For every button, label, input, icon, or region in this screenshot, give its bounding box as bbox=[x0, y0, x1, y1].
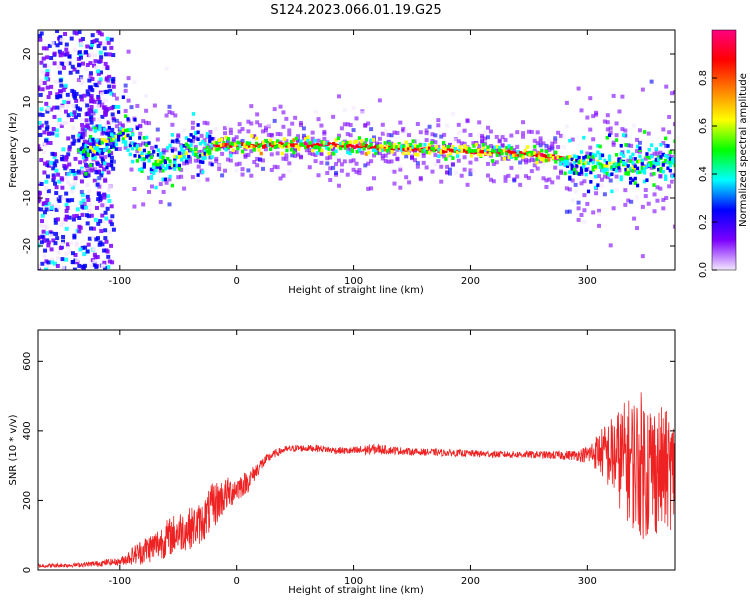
colorbar-tick-label: 0.4 bbox=[698, 166, 709, 182]
snr-marks bbox=[38, 392, 675, 569]
spectrogram-x-tick-label: 300 bbox=[578, 276, 597, 287]
colorbar-label: Normalized spectral amplitude bbox=[738, 73, 749, 227]
snr-x-tick-label: -100 bbox=[108, 576, 131, 587]
spectrogram-y-axis-label: Frequency (Hz) bbox=[8, 112, 19, 188]
spectrogram-x-tick-label: 200 bbox=[461, 276, 480, 287]
snr-x-axis-label: Height of straight line (km) bbox=[288, 585, 424, 596]
colorbar-tick-label: 0.2 bbox=[698, 214, 709, 230]
snr-y-tick-label: 0 bbox=[22, 567, 33, 573]
snr-x-tick-label: 0 bbox=[234, 576, 240, 587]
snr-x-tick-label: 300 bbox=[578, 576, 597, 587]
spectrogram-x-axis-label: Height of straight line (km) bbox=[288, 285, 424, 296]
colorbar-tick-label: 0.0 bbox=[698, 262, 709, 278]
snr-y-tick-label: 400 bbox=[22, 421, 33, 440]
spectrogram-y-tick-label: 20 bbox=[22, 48, 33, 61]
spectrogram-y-tick-label: 10 bbox=[22, 96, 33, 109]
colorbar-tick-label: 0.8 bbox=[698, 70, 709, 86]
spectrogram-y-tick-label: -10 bbox=[22, 190, 33, 206]
spectrogram-x-tick-label: -100 bbox=[108, 276, 131, 287]
colorbar-ticks: 0.0 0.2 0.4 0.6 0.8 bbox=[698, 70, 717, 278]
snr-x-tick-label: 200 bbox=[461, 576, 480, 587]
snr-series-line bbox=[38, 392, 675, 569]
colorbar-gradient bbox=[711, 29, 737, 271]
spectrogram-y-tick-label: 0 bbox=[22, 147, 33, 153]
chart-title: S124.2023.066.01.19.G25 bbox=[270, 3, 441, 18]
snr-y-axis-label: SNR (10 * v/v) bbox=[8, 414, 19, 485]
spectrogram-ridge-cells bbox=[77, 95, 675, 194]
spectrogram-y-tick-label: -20 bbox=[22, 238, 33, 254]
snr-axes: -100 0 100 200 300 0 200 400 600 bbox=[22, 330, 675, 587]
snr-y-tick-label: 600 bbox=[22, 352, 33, 371]
spectrogram-x-tick-label: 0 bbox=[234, 276, 240, 287]
snr-x-tick-label: 100 bbox=[344, 576, 363, 587]
spectrogram-x-tick-label: 100 bbox=[344, 276, 363, 287]
colorbar: 0.0 0.2 0.4 0.6 0.8 Normalized spectral ampl… bbox=[698, 29, 749, 278]
snr-y-tick-label: 200 bbox=[22, 491, 33, 510]
snr-panel: -100 0 100 200 300 0 200 400 600 Height of strai… bbox=[8, 329, 676, 596]
colorbar-tick-label: 0.6 bbox=[698, 118, 709, 134]
spectrogram-marks bbox=[38, 30, 675, 270]
snr-plot-frame bbox=[37, 329, 676, 571]
